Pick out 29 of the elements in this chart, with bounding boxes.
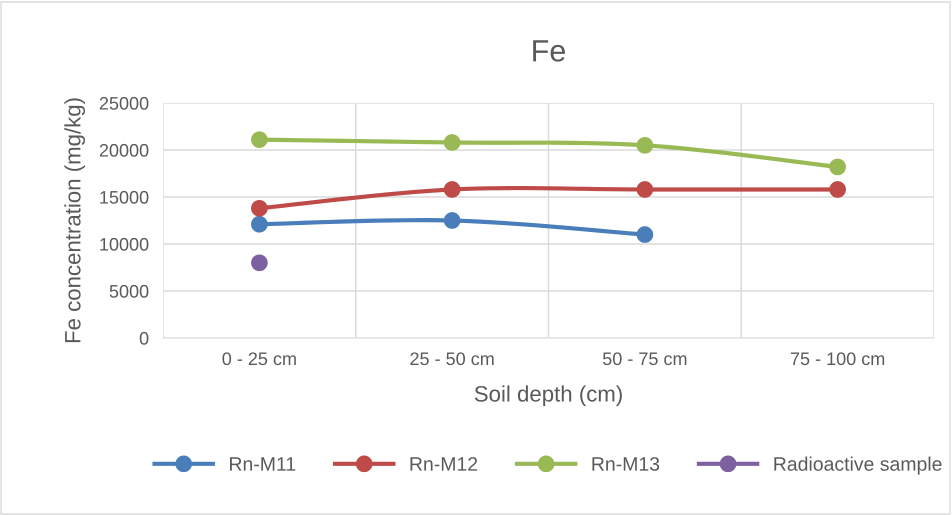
point — [251, 216, 268, 233]
legend-label: Rn-M12 — [410, 457, 478, 471]
y-tick-label: 25000 — [100, 96, 148, 110]
point — [636, 181, 654, 198]
x-tick-label: 75 - 100 cm — [790, 352, 884, 366]
point — [636, 226, 654, 243]
point — [829, 158, 846, 176]
point — [251, 131, 268, 148]
y-tick-label: 15000 — [100, 190, 148, 204]
point — [444, 181, 460, 198]
y-tick-label: 0 — [140, 332, 148, 345]
legend-label: Rn-M13 — [592, 457, 660, 471]
x-tick-label: 0 - 25 cm — [222, 352, 296, 366]
x-axis-title: Soil depth (cm) — [474, 385, 622, 406]
point — [251, 254, 268, 272]
point — [444, 134, 460, 151]
x-tick-label: 50 - 75 cm — [602, 352, 686, 366]
point — [444, 212, 460, 229]
y-axis-title: Fe concentration (mg/kg) — [64, 98, 86, 342]
y-tick-label: 20000 — [100, 144, 148, 157]
y-tick-label: 10000 — [100, 238, 148, 251]
y-tick-label: 5000 — [110, 284, 148, 298]
chart-title: Fe — [533, 40, 565, 62]
point — [251, 200, 268, 217]
point — [829, 181, 846, 198]
point — [636, 136, 654, 154]
legend-label: Radioactive sample — [774, 456, 942, 475]
x-tick-label: 25 - 50 cm — [410, 352, 494, 366]
legend-label: Rn-M11 — [230, 457, 296, 471]
